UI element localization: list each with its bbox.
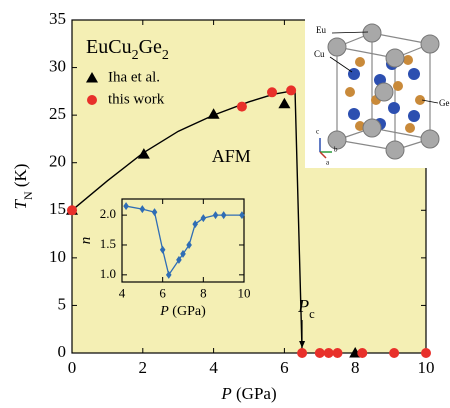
y-tick-label: 1.5 bbox=[100, 236, 116, 251]
y-tick-label: 30 bbox=[49, 56, 66, 75]
marker-diamond bbox=[123, 202, 129, 211]
critical-pressure-label: Pc bbox=[297, 296, 315, 321]
y-tick-label: 20 bbox=[49, 152, 66, 171]
marker-diamond bbox=[239, 211, 245, 220]
marker-diamond bbox=[186, 240, 192, 249]
legend-label: Iha et al. bbox=[108, 69, 160, 85]
marker-diamond bbox=[165, 270, 172, 279]
x-tick-label: 6 bbox=[280, 358, 289, 377]
atom-label: Cu bbox=[314, 49, 325, 59]
axis-triad: c b a bbox=[316, 128, 338, 167]
inset-y-axis-label: n bbox=[78, 237, 94, 245]
marker-diamond bbox=[151, 208, 158, 217]
x-tick-label: 8 bbox=[200, 285, 207, 300]
marker-circle bbox=[421, 348, 431, 358]
marker-triangle bbox=[278, 97, 291, 109]
marker-diamond bbox=[220, 211, 227, 220]
x-tick-label: 2 bbox=[139, 358, 148, 377]
chart-title: EuCu2Ge2 bbox=[86, 36, 169, 63]
marker-circle bbox=[332, 348, 343, 358]
x-tick-label: 8 bbox=[351, 358, 360, 377]
y-tick-label: 2.0 bbox=[100, 206, 116, 221]
y-tick-label: 5 bbox=[58, 294, 67, 313]
marker-circle bbox=[236, 101, 247, 112]
x-tick-label: 0 bbox=[68, 358, 77, 377]
marker-circle bbox=[297, 348, 308, 358]
marker-triangle bbox=[207, 108, 220, 119]
x-tick-label: 4 bbox=[119, 285, 126, 300]
marker-diamond bbox=[139, 205, 146, 214]
marker-diamond bbox=[180, 249, 186, 258]
marker-circle bbox=[267, 87, 278, 98]
marker-diamond bbox=[159, 245, 166, 254]
x-tick-label: 10 bbox=[238, 285, 251, 300]
marker-circle bbox=[286, 85, 297, 96]
plot-frame bbox=[121, 198, 245, 283]
y-tick-label: 15 bbox=[49, 199, 66, 218]
marker-circle bbox=[87, 95, 97, 105]
y-tick-label: 1.0 bbox=[100, 266, 116, 281]
x-axis-label: P (GPa) bbox=[220, 384, 276, 403]
marker-diamond bbox=[192, 220, 198, 229]
marker-circle bbox=[389, 348, 400, 358]
inset-chart: 4 6 8 10 1.0 1.5 2.0 P (GPa) n bbox=[78, 198, 251, 319]
y-tick-label: 0 bbox=[58, 342, 67, 361]
marker-triangle bbox=[137, 148, 150, 159]
axis-triad-label: c bbox=[316, 128, 319, 136]
y-tick-label: 25 bbox=[49, 104, 66, 123]
marker-circle bbox=[323, 348, 334, 358]
axis-triad-label: a bbox=[326, 159, 330, 167]
label-pointers bbox=[329, 31, 439, 104]
inset-x-axis-label: P (GPa) bbox=[159, 304, 206, 319]
pc-arrowhead bbox=[299, 341, 306, 348]
atom-label: Ge bbox=[439, 98, 450, 108]
axis-triad-label: b bbox=[334, 146, 338, 154]
phase-label: AFM bbox=[212, 146, 251, 166]
y-tick-label: 10 bbox=[49, 247, 66, 266]
x-tick-label: 6 bbox=[159, 285, 166, 300]
y-tick-label: 35 bbox=[49, 9, 66, 28]
legend-label: this work bbox=[108, 91, 165, 107]
marker-diamond bbox=[200, 214, 207, 223]
marker-circle bbox=[314, 348, 325, 358]
plot-frame bbox=[71, 19, 427, 354]
crystal-structure: Eu Cu Ge c b a bbox=[305, 0, 450, 168]
marker-diamond bbox=[212, 211, 219, 220]
marker-diamond bbox=[176, 255, 182, 264]
x-tick-label: 10 bbox=[418, 358, 435, 377]
marker-triangle bbox=[86, 72, 98, 83]
y-axis-label: TN (K) bbox=[11, 164, 35, 210]
marker-circle bbox=[67, 205, 77, 216]
atoms bbox=[327, 23, 440, 160]
x-tick-label: 4 bbox=[209, 358, 218, 377]
atom-label: Eu bbox=[316, 25, 326, 35]
marker-circle bbox=[357, 348, 368, 358]
